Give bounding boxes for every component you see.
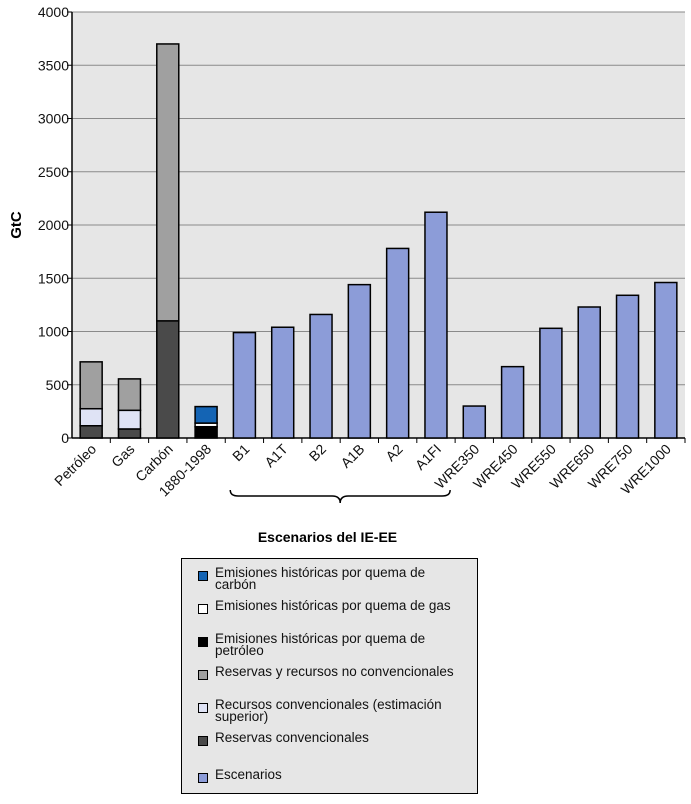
y-tick-label: 0: [61, 430, 69, 446]
bar-segment: [117, 378, 142, 412]
bar-segment: [156, 43, 180, 322]
y-tick-label: 2000: [38, 217, 69, 233]
scenario-group-label: Escenarios del IE-EE: [257, 529, 398, 545]
bar-segment: [156, 320, 180, 439]
legend-label: Emisiones históricas por quema de gas: [215, 598, 451, 613]
bar-chart: 0 500 1000 1500 2000 2500 3000 3500 4000 GtC Petró…: [8, 4, 686, 504]
legend-swatch: [198, 773, 208, 783]
legend-item: Emisiones históricas por quema de petról…: [198, 631, 477, 666]
y-axis-label: GtC: [8, 211, 25, 239]
legend-item: Emisiones históricas por quema de carbón: [198, 565, 477, 600]
bar-segment: [500, 365, 525, 439]
legend-swatch: [198, 571, 208, 581]
y-tick-label: 500: [46, 377, 70, 393]
bar-segment: [79, 407, 103, 427]
y-tick-label: 1500: [38, 270, 69, 286]
x-tick-label: Gas: [108, 441, 137, 470]
y-tick-label: 1000: [38, 324, 69, 340]
y-tick-label: 4000: [38, 4, 69, 20]
bar-segment: [309, 313, 333, 439]
legend-item: Reservas convencionales: [198, 730, 477, 765]
y-tick-label: 3000: [38, 111, 69, 127]
legend-swatch: [198, 637, 208, 647]
legend-swatch: [198, 670, 208, 680]
legend-label: Emisiones históricas por quema de carbón: [215, 565, 426, 592]
x-tick-label: B1: [229, 441, 253, 465]
legend-swatch: [198, 604, 208, 614]
bar-segment: [539, 327, 563, 439]
legend: Emisiones históricas por quema de carbón…: [181, 558, 478, 794]
legend-swatch: [198, 703, 208, 713]
x-tick-label: A1FI: [412, 441, 444, 473]
x-tick-label: A2: [382, 441, 406, 465]
x-tick-label: A1B: [337, 441, 367, 471]
legend-item: Reservas y recursos no convencionales: [198, 664, 477, 699]
legend-item: Emisiones históricas por quema de gas: [198, 598, 477, 633]
legend-label: Emisiones históricas por quema de petról…: [215, 631, 426, 658]
legend-label: Reservas convencionales: [215, 730, 369, 745]
bar-segment: [577, 306, 601, 439]
bar-segment: [79, 425, 103, 439]
bar-segment: [232, 331, 257, 439]
legend-swatch: [198, 736, 208, 746]
bar-segment: [347, 283, 372, 439]
bar-segment: [117, 409, 142, 430]
bar-segment: [79, 361, 103, 410]
bar-segment: [654, 281, 678, 439]
bar-segment: [615, 294, 640, 439]
bar-segment: [194, 405, 218, 424]
bar-segment: [194, 425, 218, 439]
bar-segment: [385, 247, 410, 439]
x-tick-label: A1T: [261, 440, 291, 470]
bar-segment: [424, 211, 448, 439]
bar-segment: [117, 428, 142, 439]
legend-label: Reservas y recursos no convencionales: [215, 664, 454, 679]
bar-segment: [462, 405, 487, 439]
legend-label: Escenarios: [215, 767, 282, 782]
bar-segment: [270, 326, 295, 439]
legend-item: Escenarios: [198, 767, 477, 802]
y-tick-label: 3500: [38, 57, 69, 73]
brace: [229, 489, 451, 504]
legend-item: Recursos convencionales (estimación supe…: [198, 697, 477, 732]
y-tick-label: 2500: [38, 164, 69, 180]
x-tick-label: Petróleo: [51, 441, 99, 489]
legend-label: Recursos convencionales (estimación supe…: [215, 697, 442, 724]
x-tick-label: B2: [306, 441, 330, 465]
